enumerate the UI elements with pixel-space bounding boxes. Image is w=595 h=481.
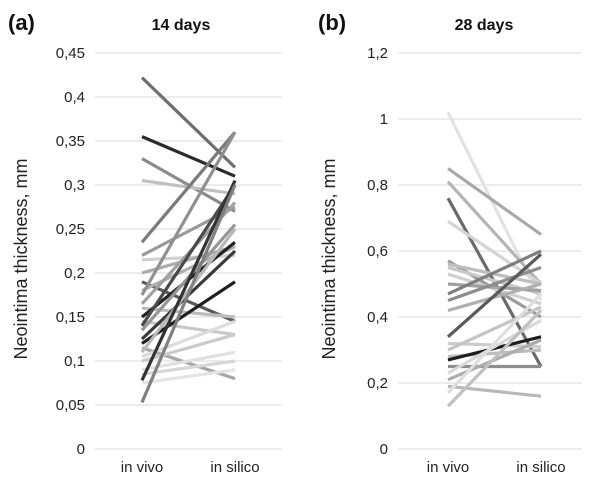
y-tick-label: 0,05	[56, 397, 85, 414]
y-tick-label: 0,25	[56, 221, 85, 238]
y-tick-label: 0	[77, 441, 85, 458]
y-tick-label: 0,2	[367, 375, 388, 392]
chart-title: 14 days	[152, 17, 211, 34]
y-tick-label: 0,3	[64, 177, 85, 194]
panel-label: (b)	[318, 10, 346, 35]
chart-title: 28 days	[455, 17, 514, 34]
panel-a-14-days: 0 0,05 0,1 0,15 0,2 0,25 0,3 0,35 0,4 0,45 in vivo…	[8, 10, 282, 476]
x-category-label: in vivo	[121, 459, 164, 476]
y-axis-label: Neointima thickness, mm	[319, 158, 339, 359]
y-tick-label: 0,1	[64, 353, 85, 370]
y-tick-label: 0,6	[367, 243, 388, 260]
panel-label: (a)	[8, 10, 35, 35]
series-line	[142, 132, 235, 242]
y-tick-label: 0,45	[56, 45, 85, 62]
y-tick-label: 0,2	[64, 265, 85, 282]
series-line	[142, 185, 235, 402]
panel-b-28-days: 0 0,2 0,4 0,6 0,8 1 1,2 in vivo in silico (b) 28 d…	[318, 10, 582, 476]
x-category-label: in vivo	[427, 459, 470, 476]
y-tick-label: 0,8	[367, 177, 388, 194]
x-category-label: in silico	[516, 459, 565, 476]
y-tick-label: 1,2	[367, 45, 388, 62]
y-tick-label: 0	[380, 441, 388, 458]
x-category-label: in silico	[210, 459, 259, 476]
y-tick-label: 1	[380, 111, 388, 128]
y-tick-label: 0,4	[64, 89, 85, 106]
y-tick-label: 0,4	[367, 309, 388, 326]
y-axis-label: Neointima thickness, mm	[11, 158, 31, 359]
y-tick-label: 0,35	[56, 133, 85, 150]
y-tick-label: 0,15	[56, 309, 85, 326]
